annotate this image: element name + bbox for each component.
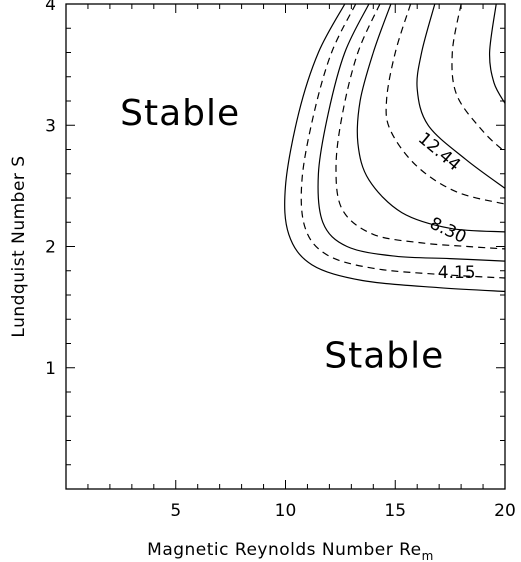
contour-value-labels: 12.448.304.15 [414,129,476,284]
contour-line-solid [416,4,505,189]
region-label: Stable [120,93,240,134]
y-tick-label: 4 [45,0,56,15]
contour-line-dashed [385,4,505,205]
y-tick-label: 1 [45,359,56,379]
region-label: Stable [324,336,444,377]
tick-labels: 5 10 15 20 1 2 3 4 [45,0,516,521]
contour-line-solid [356,4,505,233]
x-axis-label-text: Magnetic Reynolds Number Re [147,540,421,560]
contour-line-solid [317,4,505,262]
contour-line-dashed [335,4,505,250]
contour-lines [284,4,505,292]
contour-line-dashed [300,4,505,279]
contour-line-solid [488,4,505,104]
x-tick-label: 5 [170,501,181,521]
x-axis-label-subscript: m [422,549,434,562]
axis-ticks [66,3,506,489]
x-axis-label: Magnetic Reynolds Number Rem [147,540,434,562]
y-axis-label: Lundquist Number S [9,155,29,337]
x-tick-label: 20 [494,501,516,521]
contour-line-solid [284,4,505,292]
contour-value-label: 4.15 [438,263,476,283]
contour-value-label: 8.30 [427,214,470,248]
region-labels: Stable Stable [120,93,444,377]
plot-frame [65,3,506,490]
y-tick-label: 3 [45,116,56,136]
x-tick-label: 15 [384,501,406,521]
y-tick-label: 2 [45,238,56,258]
x-tick-label: 10 [275,501,297,521]
contour-line-dashed [451,4,505,153]
